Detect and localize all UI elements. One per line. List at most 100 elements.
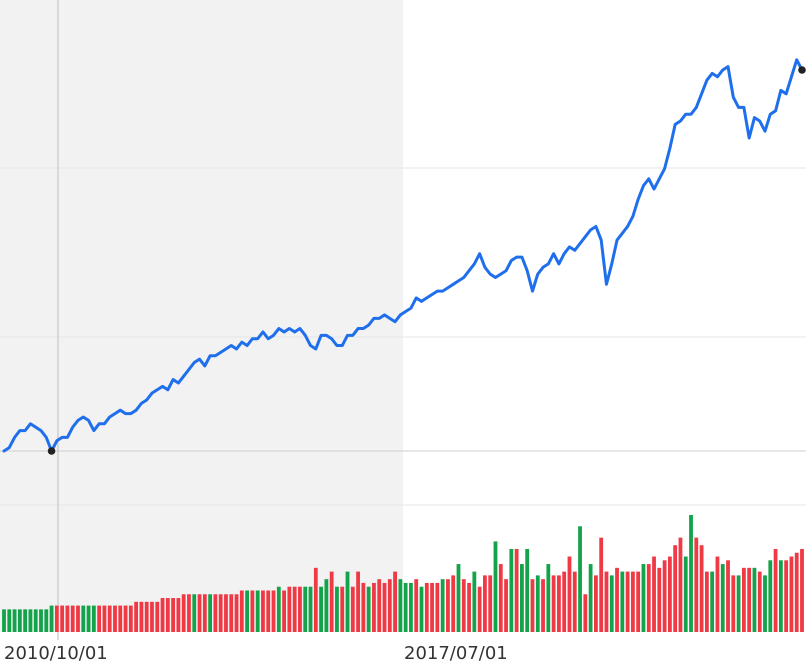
volume-bar <box>255 590 260 632</box>
volume-bar <box>398 579 403 632</box>
volume-bar <box>70 605 75 632</box>
volume-bar <box>588 564 593 632</box>
volume-bar <box>350 586 355 632</box>
volume-bar <box>615 567 619 632</box>
volume-bar <box>662 560 667 632</box>
volume-bar <box>33 609 38 632</box>
volume-bar <box>356 571 360 632</box>
volume-bar <box>625 571 630 632</box>
volume-bar <box>113 605 117 632</box>
volume-bar <box>546 564 551 632</box>
volume-bar <box>467 582 471 632</box>
volume-bar <box>461 579 466 632</box>
volume-bar <box>49 605 54 632</box>
volume-bar <box>567 556 572 632</box>
volume-bar <box>192 594 197 632</box>
price-markers <box>47 66 806 455</box>
volume-bar <box>12 609 17 632</box>
volume-bar <box>329 571 334 632</box>
volume-bar <box>118 605 123 632</box>
volume-bar <box>54 605 59 632</box>
volume-bar <box>102 605 107 632</box>
chart-background <box>0 0 403 632</box>
volume-bar <box>234 594 239 632</box>
volume-bar <box>736 575 741 632</box>
volume-bar <box>387 579 392 632</box>
volume-bar <box>763 575 767 632</box>
volume-bar <box>128 605 133 632</box>
price-series <box>2 58 804 453</box>
volume-bar <box>250 590 255 632</box>
volume-bar <box>139 601 144 632</box>
volume-bar <box>472 571 477 632</box>
volume-bar <box>298 586 302 632</box>
volume-bar <box>477 586 482 632</box>
volume-bar <box>419 586 424 632</box>
volume-bar <box>572 571 577 632</box>
volume-bar <box>76 605 80 632</box>
volume-bar <box>86 605 91 632</box>
grid-lines <box>0 0 806 640</box>
volume-bar <box>652 556 656 632</box>
volume-bar <box>229 594 234 632</box>
volume-bar <box>150 601 154 632</box>
volume-bar <box>715 556 720 632</box>
volume-bar <box>202 594 207 632</box>
volume-bar <box>557 575 561 632</box>
volume-bar <box>630 571 635 632</box>
volume-bar <box>403 582 408 632</box>
volume-bar <box>155 601 160 632</box>
volume-bar <box>65 605 70 632</box>
volume-bar <box>583 594 588 632</box>
volume-bar <box>197 594 202 632</box>
volume-bar <box>107 605 112 632</box>
volume-bar <box>97 605 102 632</box>
volume-bar <box>498 564 503 632</box>
volume-bar <box>335 586 339 632</box>
volume-bar <box>509 548 514 632</box>
volume-bar <box>726 560 730 632</box>
volume-bar <box>382 582 387 632</box>
volume-bar <box>578 526 582 632</box>
volume-bar <box>345 571 350 632</box>
volume-bar <box>366 586 371 632</box>
volume-bar <box>44 609 49 632</box>
volume-bar <box>23 609 28 632</box>
volume-bar <box>276 586 281 632</box>
volume-bar <box>800 548 804 632</box>
volume-bar <box>599 537 604 632</box>
volume-bar <box>409 582 413 632</box>
volume-bar <box>530 579 535 632</box>
volume-bar <box>488 575 493 632</box>
volume-bar <box>313 567 318 632</box>
volume-bar <box>245 590 250 632</box>
price-marker <box>47 447 56 455</box>
volume-bar <box>292 586 297 632</box>
volume-bar <box>752 567 757 632</box>
volume-bar <box>187 594 191 632</box>
volume-bar <box>493 541 498 632</box>
volume-bar <box>144 601 149 632</box>
volume-bar <box>636 571 641 632</box>
volume-bar <box>39 609 43 632</box>
volume-bar <box>694 537 699 632</box>
volume-bars <box>2 515 804 632</box>
volume-bar <box>710 571 715 632</box>
volume-bar <box>340 586 345 632</box>
x-tick-label: 2017/07/01 <box>404 643 508 664</box>
volume-bar <box>7 609 12 632</box>
volume-bar <box>689 515 693 632</box>
volume-bar <box>308 586 313 632</box>
volume-bar <box>541 579 545 632</box>
volume-bar <box>667 556 672 632</box>
volume-bar <box>430 582 434 632</box>
volume-bar <box>646 564 651 632</box>
volume-bar <box>514 548 519 632</box>
volume-bar <box>303 586 308 632</box>
price-line <box>2 58 804 453</box>
volume-bar <box>504 579 508 632</box>
volume-bar <box>60 605 65 632</box>
volume-bar <box>731 575 736 632</box>
volume-bar <box>181 594 186 632</box>
volume-bar <box>683 556 688 632</box>
